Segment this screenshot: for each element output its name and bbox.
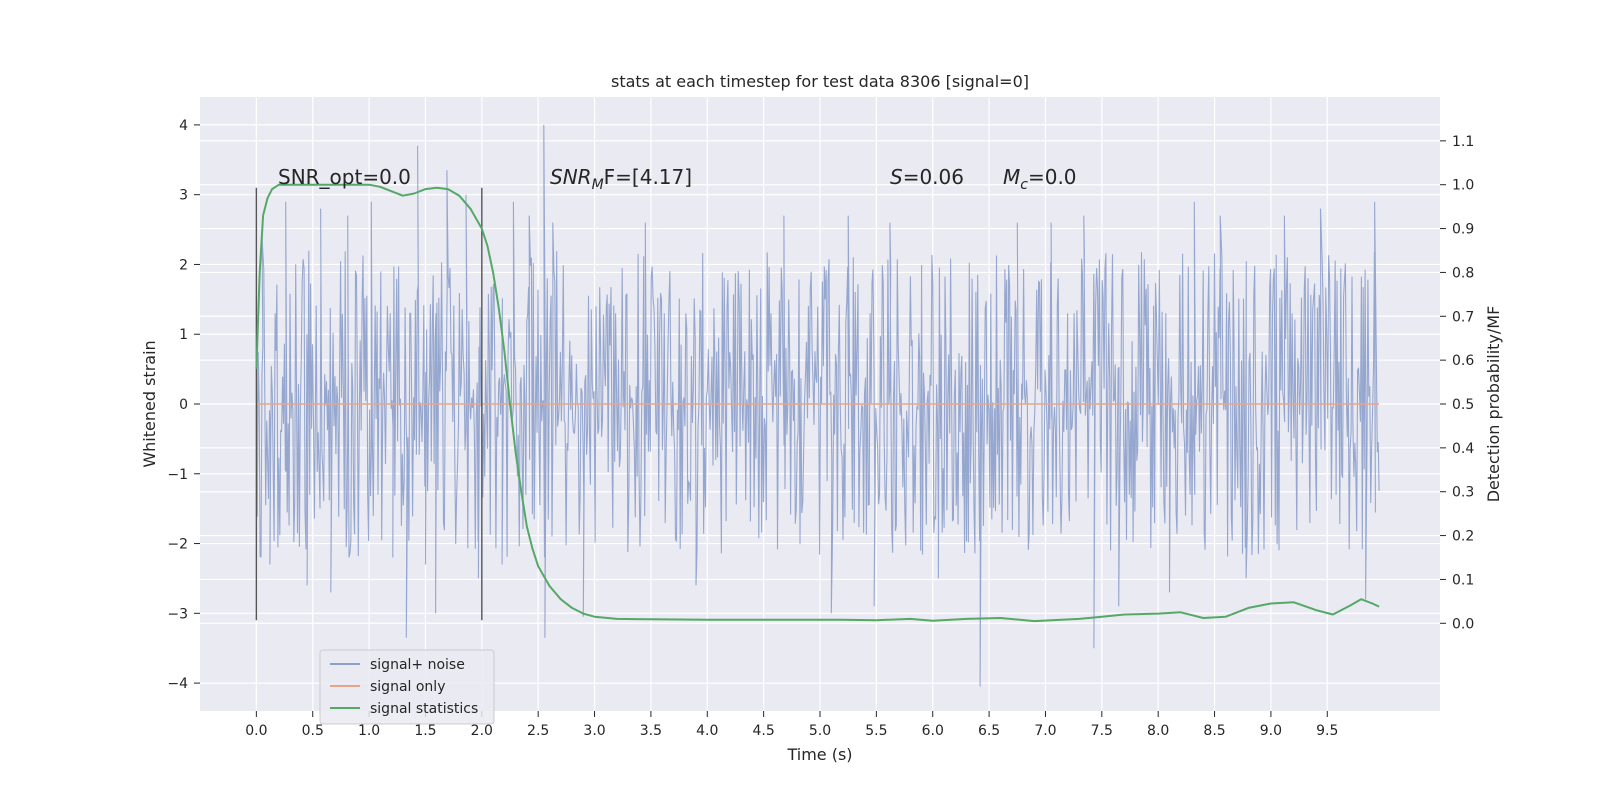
x-tick-label-14: 7.0 <box>1034 723 1056 739</box>
x-axis-label: Time (s) <box>786 745 852 764</box>
y-axis-label: Whitened strain <box>140 340 159 467</box>
x-tick-label-1: 0.5 <box>302 723 324 739</box>
y2-tick-label-9: 0.9 <box>1452 222 1474 238</box>
annotation-mc-sub: c <box>1020 177 1028 193</box>
y2-tick-label-2: 0.2 <box>1452 529 1474 545</box>
annotation-snr-mf-name: SNR <box>550 165 592 189</box>
y2-tick-label-3: 0.3 <box>1452 485 1474 501</box>
y-tick-label-7: 3 <box>179 188 188 204</box>
x-tick-label-19: 9.5 <box>1316 723 1338 739</box>
x-axis: 0.0 0.5 1.0 1.5 2.0 2.5 3.0 3.5 4.0 4.5 5.0 5.5 6.0 6… <box>245 711 1338 739</box>
x-tick-label-12: 6.0 <box>922 723 944 739</box>
annotation-mc-name: M <box>1003 165 1020 189</box>
annotation-mc-value: =0.0 <box>1028 165 1077 189</box>
annotation-mc: Mc=0.0 <box>1003 165 1077 193</box>
x-tick-label-10: 5.0 <box>809 723 831 739</box>
x-tick-label-2: 1.0 <box>358 723 380 739</box>
y-tick-label-6: 2 <box>179 257 188 273</box>
annotation-snr-mf: SNRMF=[4.17] <box>550 165 692 193</box>
y-tick-label-4: 0 <box>179 397 188 413</box>
y2-tick-label-6: 0.6 <box>1452 353 1474 369</box>
annotation-s: S=0.06 <box>890 165 964 189</box>
y-tick-label-0: −4 <box>167 676 188 692</box>
y2-tick-label-1: 0.1 <box>1452 572 1474 588</box>
right-axis: 0.0 0.1 0.2 0.3 0.4 0.5 0.6 0.7 0.8 0.9 1.0 1.1 <box>1440 134 1474 632</box>
y2-tick-label-11: 1.1 <box>1452 134 1474 150</box>
statistics-line <box>255 183 1380 623</box>
annotation-snr-mf-value: F=[4.17] <box>604 165 692 189</box>
y2-tick-label-7: 0.7 <box>1452 309 1474 325</box>
y-tick-label-2: −2 <box>167 537 188 553</box>
y-tick-label-3: −1 <box>167 467 188 483</box>
y2-tick-label-8: 0.8 <box>1452 265 1474 281</box>
legend-label-signal-only: signal only <box>370 679 445 695</box>
annotation-snr-mf-sub: M <box>592 177 604 193</box>
y2-tick-label-10: 1.0 <box>1452 178 1474 194</box>
x-tick-label-18: 9.0 <box>1260 723 1282 739</box>
legend-label-signal-statistics: signal statistics <box>370 701 478 717</box>
annotation-s-value: =0.06 <box>903 165 964 189</box>
legend-label-signal-noise: signal+ noise <box>370 657 465 673</box>
y-tick-label-5: 1 <box>179 327 188 343</box>
x-tick-label-3: 1.5 <box>414 723 436 739</box>
y2-axis-label: Detection probability/MF <box>1484 306 1503 503</box>
chart-title: stats at each timestep for test data 830… <box>611 72 1029 91</box>
x-tick-label-17: 8.5 <box>1203 723 1225 739</box>
x-tick-label-4: 2.0 <box>471 723 493 739</box>
x-tick-label-13: 6.5 <box>978 723 1000 739</box>
x-tick-label-0: 0.0 <box>245 723 267 739</box>
x-tick-label-6: 3.0 <box>583 723 605 739</box>
y-tick-label-1: −3 <box>167 606 188 622</box>
annotation-snr-opt: SNR_opt=0.0 <box>278 165 411 189</box>
y2-tick-label-4: 0.4 <box>1452 441 1474 457</box>
x-tick-label-16: 8.0 <box>1147 723 1169 739</box>
vertical-markers <box>255 187 483 621</box>
x-tick-label-8: 4.0 <box>696 723 718 739</box>
left-axis: −4 −3 −2 −1 0 1 2 3 4 <box>167 118 200 692</box>
series-signal-noise <box>255 124 1380 687</box>
noise-line <box>255 124 1380 687</box>
annotation-s-name: S <box>890 165 903 189</box>
y-tick-label-8: 4 <box>179 118 188 134</box>
legend-box <box>319 649 495 725</box>
legend: signal+ noise signal only signal statist… <box>319 649 495 725</box>
y2-tick-label-5: 0.5 <box>1452 397 1474 413</box>
y2-tick-label-0: 0.0 <box>1452 616 1474 632</box>
x-tick-label-15: 7.5 <box>1091 723 1113 739</box>
x-tick-label-11: 5.5 <box>865 723 887 739</box>
x-tick-label-9: 4.5 <box>753 723 775 739</box>
annotations: SNR_opt=0.0 SNRMF=[4.17] S=0.06 Mc=0.0 <box>278 165 1077 193</box>
x-tick-label-5: 2.5 <box>527 723 549 739</box>
x-tick-label-7: 3.5 <box>640 723 662 739</box>
series-signal-statistics <box>255 183 1380 623</box>
